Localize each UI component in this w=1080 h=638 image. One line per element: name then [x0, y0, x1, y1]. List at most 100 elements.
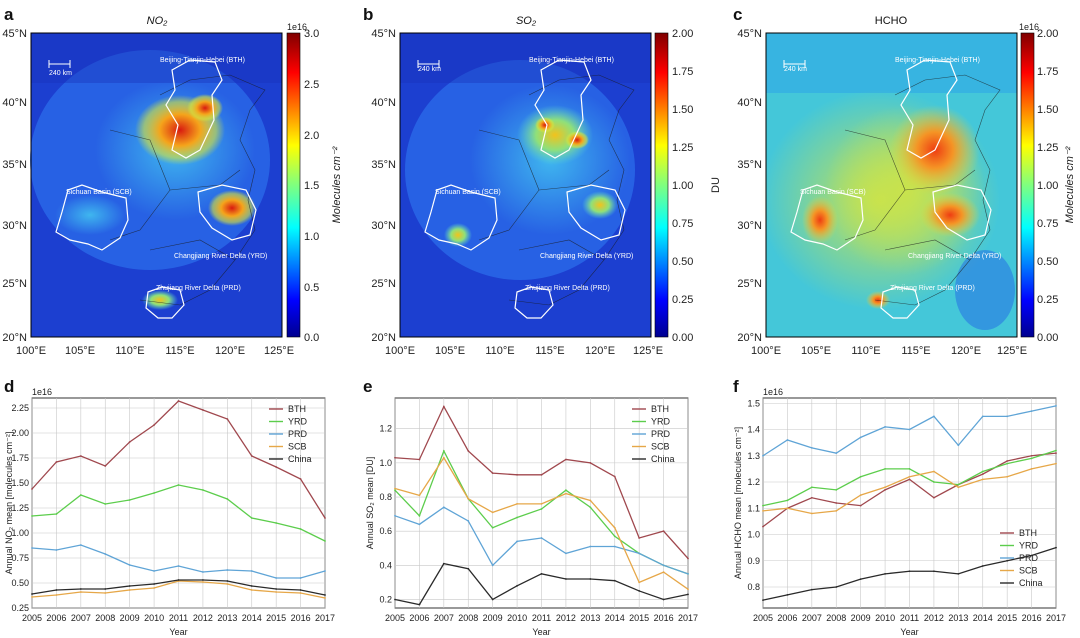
legend-label-china: China — [288, 454, 312, 464]
data-point-prd — [908, 428, 911, 431]
x-tick-label: 2014 — [973, 613, 993, 623]
legend-label-prd: PRD — [288, 429, 308, 439]
data-point-yrd — [933, 481, 935, 483]
map-title-a: NO₂ — [147, 15, 169, 27]
y-tick-label: 1.2 — [379, 424, 392, 434]
y-tick-label: 1.5 — [747, 398, 760, 408]
lon-label: 115°E — [535, 345, 564, 357]
data-point-china — [153, 583, 155, 585]
colorbar-tick: 0.0 — [304, 332, 319, 344]
lat-label: 45°N — [2, 28, 27, 40]
data-point-bth — [226, 418, 229, 420]
lon-labels-c: 100°E 105°E 110°E 115°E 120°E 125°E — [751, 345, 1027, 357]
data-point-prd — [786, 439, 789, 441]
data-point-bth — [394, 456, 396, 459]
data-point-china — [1030, 554, 1033, 557]
data-point-scb — [687, 588, 689, 591]
region-label-yrd-b: Changjiang River Delta (YRD) — [540, 253, 633, 260]
region-label-yrd-a: Changjiang River Delta (YRD) — [174, 253, 267, 260]
data-point-bth — [79, 455, 82, 457]
data-point-prd — [981, 415, 984, 418]
colorbar-tick: 3.0 — [304, 28, 319, 40]
panel-label-c: c — [733, 5, 742, 24]
y-tick-label: 1.3 — [747, 451, 760, 461]
data-point-prd — [835, 452, 838, 455]
scalebar-label-b: 240 km — [418, 66, 441, 73]
data-point-prd — [1030, 410, 1033, 413]
data-point-bth — [418, 458, 421, 461]
colorbar-tick: 1.25 — [1037, 142, 1058, 154]
map-image-a — [30, 33, 282, 337]
data-point-prd — [177, 565, 180, 567]
data-point-bth — [638, 537, 641, 539]
region-label-bth-c: Beijing-Tianjin-Hebei (BTH) — [895, 57, 980, 64]
lat-label: 30°N — [2, 220, 27, 232]
colorbar-tick: 1.50 — [672, 104, 693, 116]
data-point-bth — [810, 496, 813, 499]
x-tick-label: 2010 — [144, 613, 164, 623]
data-point-yrd — [153, 492, 155, 494]
data-point-yrd — [275, 522, 278, 524]
legend-label-yrd: YRD — [288, 417, 308, 427]
colorbar-tick: 0.25 — [1037, 294, 1058, 306]
y-tick-label: 1.50 — [11, 478, 29, 488]
y-tick-label: 0.8 — [747, 582, 760, 592]
map-scalebar-a: 240 km — [48, 60, 72, 77]
data-point-china — [1055, 546, 1057, 549]
lat-label: 35°N — [2, 159, 27, 171]
data-point-bth — [516, 473, 518, 476]
data-point-yrd — [516, 516, 518, 519]
map-region-outlines-b — [424, 59, 626, 319]
map-region-outlines-a — [55, 59, 257, 319]
data-point-scb — [250, 589, 253, 591]
y-tick-label: 0.25 — [11, 603, 29, 613]
colorbar-tick: 0.00 — [672, 332, 693, 344]
data-point-bth — [1055, 452, 1057, 455]
data-point-prd — [638, 552, 641, 555]
data-point-yrd — [981, 470, 984, 473]
colorbar-label-c: Molecules cm⁻² — [1064, 146, 1076, 223]
data-point-china — [442, 562, 445, 565]
map-region-outlines-c — [790, 59, 992, 319]
lon-label: 110°E — [115, 345, 144, 357]
data-point-prd — [613, 545, 616, 548]
data-point-yrd — [324, 540, 326, 542]
data-point-china — [613, 579, 616, 582]
x-tick-label: 2011 — [900, 613, 919, 623]
lat-label: 30°N — [737, 220, 762, 232]
data-point-bth — [1006, 460, 1009, 462]
lon-label: 105°E — [801, 345, 831, 357]
data-point-prd — [226, 569, 229, 571]
x-tick-label: 2017 — [678, 613, 698, 623]
data-point-china — [810, 588, 813, 591]
data-point-bth — [662, 530, 665, 533]
x-tick-label: 2013 — [217, 613, 237, 623]
data-point-bth — [884, 488, 886, 491]
data-point-bth — [687, 557, 689, 560]
data-point-yrd — [299, 528, 302, 530]
data-point-bth — [1030, 454, 1033, 457]
data-point-scb — [908, 475, 911, 478]
data-point-china — [418, 603, 421, 606]
data-point-bth — [540, 473, 543, 476]
data-point-bth — [299, 478, 302, 480]
x-tick-label: 2008 — [826, 613, 846, 623]
lon-label: 110°E — [851, 345, 880, 357]
data-point-scb — [153, 587, 155, 589]
x-tick-label: 2006 — [777, 613, 797, 623]
x-tick-label: 2015 — [266, 613, 286, 623]
colorbar-tick: 2.00 — [1037, 28, 1058, 40]
data-point-yrd — [565, 489, 567, 492]
colorbar-tick: 1.50 — [1037, 104, 1058, 116]
colorbar-tick: 2.00 — [672, 28, 693, 40]
panel-label-f: f — [733, 377, 739, 396]
data-point-prd — [762, 454, 764, 457]
data-point-yrd — [835, 488, 838, 491]
data-point-yrd — [128, 499, 131, 501]
lat-labels-c: 45°N 40°N 35°N 30°N 25°N 20°N — [737, 28, 762, 344]
data-point-china — [884, 572, 886, 575]
x-tick-label: 2016 — [1022, 613, 1042, 623]
data-point-china — [933, 570, 935, 573]
lat-label: 35°N — [737, 159, 762, 171]
